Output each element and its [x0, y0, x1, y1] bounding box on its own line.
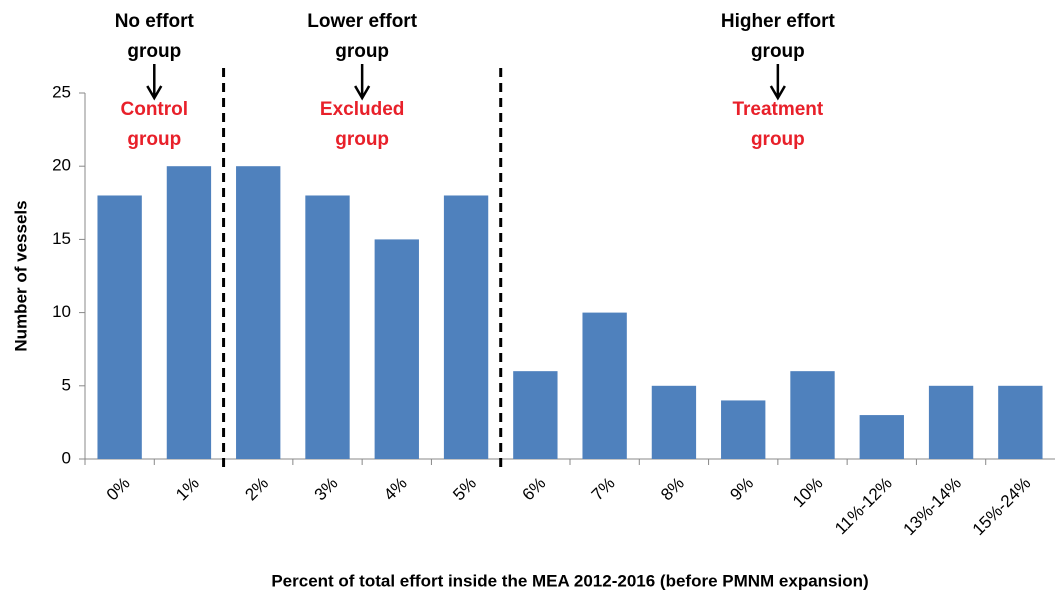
x-tick-label: 1% [172, 474, 203, 505]
group-name: Lower effort [307, 11, 417, 32]
group-label: Control [121, 99, 189, 120]
y-tick-label: 15 [52, 229, 71, 248]
group-label: group [127, 129, 181, 150]
bar [998, 385, 1043, 459]
x-tick-label: 9% [726, 474, 757, 505]
group-name: group [127, 41, 181, 62]
bar [859, 415, 904, 459]
group-name: No effort [115, 11, 195, 32]
bar [374, 239, 419, 459]
x-axis-label: Percent of total effort inside the MEA 2… [271, 571, 868, 590]
arrow [354, 64, 371, 101]
group-label: Excluded [320, 99, 404, 120]
x-tick-label: 6% [519, 474, 550, 505]
bar [236, 166, 281, 459]
x-tick-label: 8% [657, 474, 688, 505]
bar [166, 166, 212, 459]
x-tick-label: 2% [241, 474, 272, 505]
x-tick-label: 3% [311, 474, 342, 505]
y-tick-label: 20 [52, 156, 71, 175]
x-tick-label: 0% [103, 474, 134, 505]
bar [513, 371, 558, 459]
y-tick-label: 10 [52, 302, 71, 321]
bar [651, 385, 697, 459]
y-tick-label: 25 [52, 82, 71, 101]
group-name: Higher effort [721, 11, 836, 32]
bar [97, 195, 142, 460]
x-tick-label: 5% [449, 474, 480, 505]
y-axis-label: Number of vessels [11, 200, 30, 351]
y-tick-label: 0 [62, 448, 71, 467]
group-label: Treatment [732, 99, 823, 120]
y-tick-label: 5 [62, 375, 71, 394]
arrow [769, 64, 786, 101]
group-name: group [335, 41, 389, 62]
x-tick-label: 13%-14% [900, 474, 966, 540]
group-name: group [751, 41, 805, 62]
x-tick-label: 4% [380, 474, 411, 505]
bar [443, 195, 489, 460]
group-label: group [335, 129, 389, 150]
x-tick-label: 10% [789, 474, 826, 511]
bar [790, 371, 835, 459]
bar [928, 385, 974, 459]
x-tick-label: 15%-24% [969, 474, 1035, 540]
x-tick-label: 11%-12% [831, 474, 896, 539]
x-tick-label: 7% [588, 474, 619, 505]
group-label: group [751, 129, 805, 150]
bar [721, 400, 766, 459]
bar [305, 195, 350, 460]
bar [582, 312, 627, 459]
arrow [146, 64, 163, 101]
